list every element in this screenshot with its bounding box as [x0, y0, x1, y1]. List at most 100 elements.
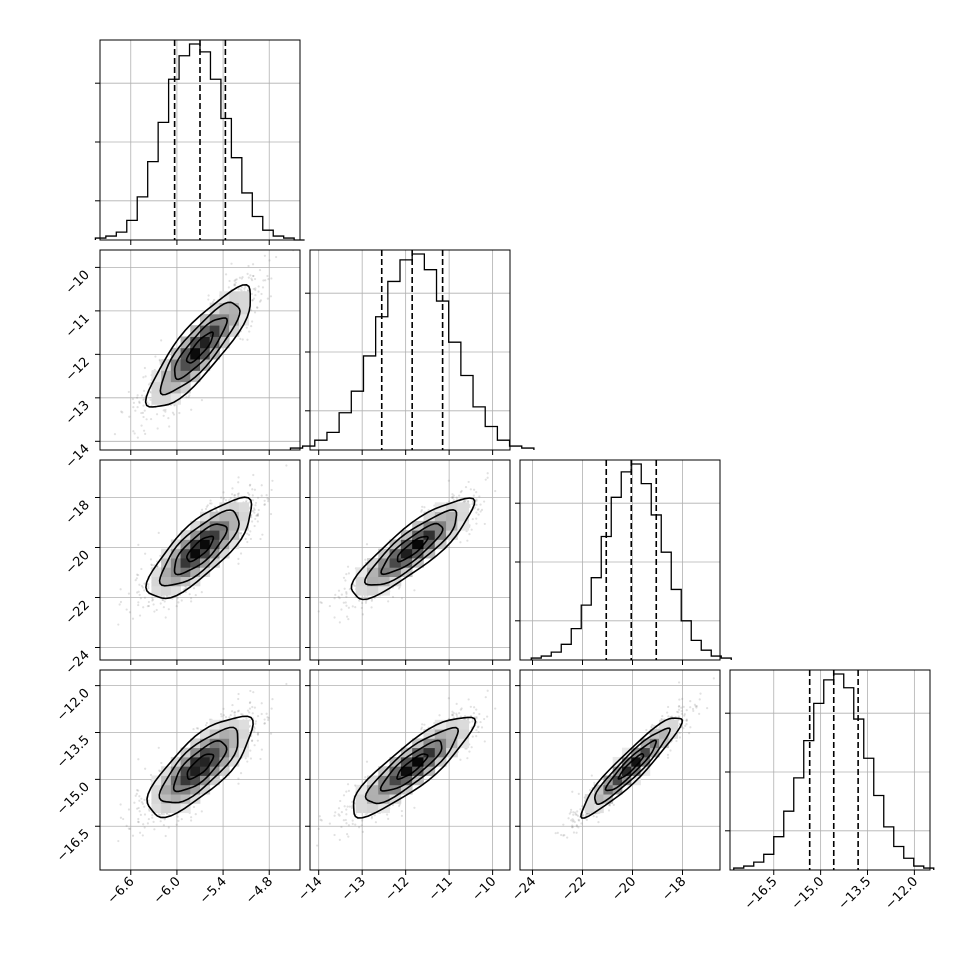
scatter-point — [245, 326, 248, 329]
scatter-point — [675, 739, 678, 743]
scatter-point — [267, 716, 270, 720]
scatter-point — [342, 601, 345, 604]
scatter-point — [248, 724, 252, 727]
density-cell — [209, 302, 220, 315]
scatter-point — [361, 613, 365, 616]
scatter-point — [339, 799, 342, 803]
scatter-point — [240, 531, 243, 535]
scatter-point — [472, 494, 475, 497]
scatter-point — [176, 597, 179, 600]
scatter-point — [200, 508, 204, 511]
scatter-point — [476, 508, 479, 511]
density-cell — [355, 576, 368, 587]
scatter-point — [475, 517, 478, 520]
scatter-point — [149, 417, 153, 421]
scatter-point — [374, 821, 377, 824]
scatter-point — [147, 583, 150, 586]
scatter-panel-3-1 — [305, 669, 511, 875]
scatter-point — [135, 577, 138, 580]
density-cell — [412, 756, 424, 767]
scatter-point — [210, 502, 213, 505]
scatter-point — [667, 705, 670, 709]
scatter-point — [577, 826, 580, 829]
scatter-point — [140, 424, 143, 427]
scatter-point — [227, 286, 230, 289]
density-cell — [180, 381, 191, 394]
x-tick-label: −6.0 — [151, 874, 184, 907]
scatter-point — [140, 801, 144, 804]
scatter-point — [137, 789, 140, 792]
y-tick-label: −22 — [63, 598, 93, 628]
scatter-point — [398, 585, 401, 589]
scatter-point — [706, 707, 709, 710]
scatter-point — [194, 813, 197, 816]
scatter-point — [159, 820, 162, 823]
density-cell — [457, 729, 470, 739]
scatter-point — [155, 608, 158, 612]
scatter-point — [266, 716, 269, 719]
contour-level-0 — [186, 753, 215, 780]
scatter-point — [142, 415, 145, 419]
scatter-point — [483, 500, 486, 503]
density-cell — [200, 729, 211, 739]
density-cell — [200, 336, 211, 349]
scatter-point — [475, 499, 478, 502]
scatter-point — [228, 716, 231, 719]
scatter-point — [584, 813, 587, 816]
density-cell — [161, 567, 172, 578]
density-cell — [209, 747, 220, 758]
density-cell — [238, 719, 249, 730]
scatter-point — [153, 828, 156, 831]
scatter-point — [365, 543, 369, 546]
scatter-point — [207, 294, 210, 297]
scatter-point — [137, 806, 140, 810]
density-cell — [446, 719, 458, 730]
scatter-point — [146, 401, 149, 404]
scatter-point — [263, 722, 266, 725]
scatter-point — [556, 831, 559, 834]
scatter-point — [192, 728, 195, 731]
panel-frame — [519, 669, 721, 871]
scatter-point — [234, 281, 237, 284]
scatter-point — [222, 491, 225, 494]
scatter-point — [160, 339, 163, 342]
scatter-point — [192, 587, 196, 590]
scatter-point — [563, 834, 566, 837]
scatter-point — [360, 824, 363, 827]
density-cell — [229, 313, 240, 326]
density-cell — [200, 511, 211, 522]
scatter-point — [250, 277, 253, 280]
scatter-point — [252, 297, 256, 300]
scatter-point — [475, 522, 478, 525]
scatter-point — [209, 499, 212, 502]
scatter-point — [570, 808, 573, 811]
contour-level-3 — [350, 497, 476, 601]
scatter-point — [233, 711, 236, 714]
scatter-point — [259, 757, 262, 761]
scatter-point — [475, 503, 478, 506]
scatter-point — [136, 394, 139, 397]
scatter-point — [248, 484, 251, 487]
scatter-point — [269, 295, 273, 298]
scatter-point — [343, 587, 346, 590]
scatter-point — [234, 284, 237, 287]
scatter-point — [260, 712, 263, 716]
scatter-point — [147, 403, 150, 406]
scatter-point — [391, 803, 395, 807]
density-cell — [219, 719, 230, 730]
scatter-point — [475, 717, 478, 720]
scatter-point — [137, 821, 140, 824]
scatter-point — [247, 289, 250, 292]
scatter-point — [370, 606, 373, 609]
density-cell — [190, 784, 201, 795]
scatter-point — [161, 598, 164, 602]
panel-content — [554, 677, 715, 839]
scatter-point — [452, 494, 455, 497]
scatter-point — [468, 532, 471, 536]
scatter-point — [344, 579, 347, 582]
scatter-point — [248, 701, 251, 705]
panel-content — [117, 682, 288, 843]
scatter-point — [233, 279, 236, 282]
scatter-point — [253, 730, 256, 733]
scatter-point — [142, 429, 146, 432]
